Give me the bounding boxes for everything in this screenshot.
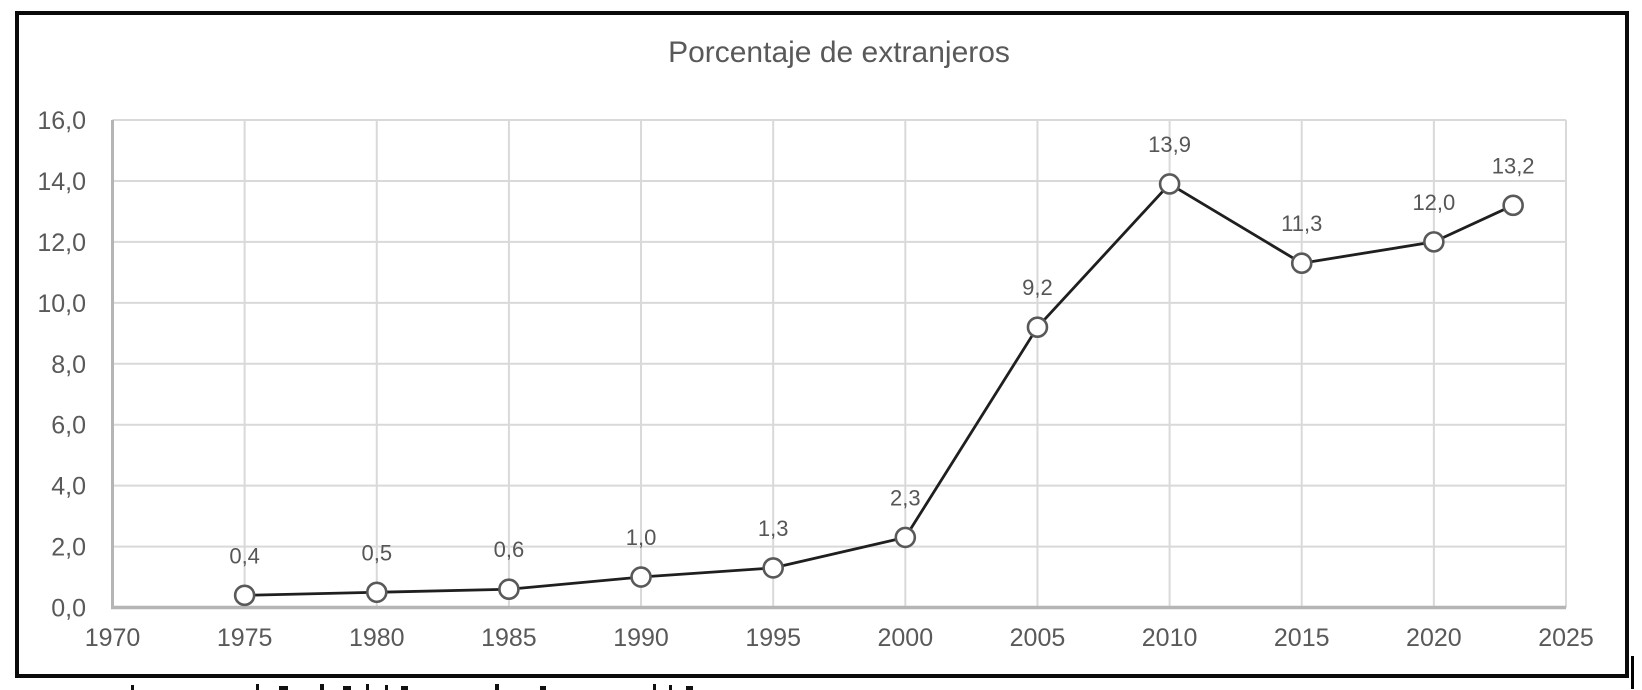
y-axis-tick-label: 10,0: [37, 290, 86, 318]
data-point-label: 9,2: [1022, 275, 1053, 300]
chart-frame-border: [15, 11, 1629, 678]
data-point-label: 13,9: [1148, 132, 1191, 157]
data-point-label: 0,6: [494, 537, 525, 562]
y-axis-tick-label: 4,0: [51, 473, 86, 501]
data-point-label: 0,4: [229, 543, 260, 568]
data-point-label: 13,2: [1492, 153, 1535, 178]
data-point-label: 11,3: [1281, 211, 1322, 236]
x-axis-tick-label: 1970: [85, 624, 141, 652]
y-axis-tick-label: 6,0: [51, 412, 86, 440]
y-axis-tick-label: 0,0: [51, 595, 86, 623]
data-point-marker: [894, 526, 917, 549]
data-point-label: 12,0: [1412, 190, 1455, 215]
x-axis-tick-label: 2025: [1538, 624, 1594, 652]
data-point-marker: [498, 578, 520, 601]
y-axis-tick-label: 12,0: [37, 229, 86, 257]
data-point-label: 1,3: [758, 516, 789, 541]
x-axis-tick-label: 1995: [745, 624, 801, 652]
x-axis-tick-label: 1980: [349, 624, 405, 652]
x-axis-tick-label: 2010: [1142, 624, 1198, 652]
y-axis-tick-label: 14,0: [37, 168, 86, 196]
x-axis-tick-label: 1985: [481, 624, 537, 652]
data-point-marker: [365, 581, 388, 604]
data-point-label: 2,3: [890, 485, 921, 510]
data-point-label: 1,0: [626, 525, 657, 550]
data-point-marker: [233, 584, 256, 607]
data-point-label: 0,5: [361, 540, 392, 565]
data-point-marker: [1423, 231, 1445, 253]
data-point-marker: [1502, 194, 1524, 217]
y-axis-tick-label: 16,0: [37, 107, 86, 135]
data-point-marker: [762, 557, 784, 579]
y-axis-tick-label: 8,0: [51, 351, 86, 379]
data-point-marker: [1290, 252, 1313, 275]
x-axis-tick-label: 1990: [613, 624, 669, 652]
x-axis-tick-label: 2020: [1406, 624, 1462, 652]
chart-title: Porcentaje de extranjeros: [668, 36, 1010, 69]
data-series-line: [244, 182, 1514, 597]
x-axis-tick-label: 2000: [878, 624, 934, 652]
x-axis-tick-label: 2005: [1010, 624, 1066, 652]
x-axis-tick-label: 1975: [217, 624, 273, 652]
text-cursor-artifact: [1631, 656, 1634, 689]
data-point-marker: [1158, 173, 1181, 195]
x-axis-tick-label: 2015: [1274, 624, 1330, 652]
y-axis-tick-label: 2,0: [51, 534, 86, 562]
data-point-marker: [630, 566, 652, 588]
data-point-marker: [1026, 316, 1049, 338]
